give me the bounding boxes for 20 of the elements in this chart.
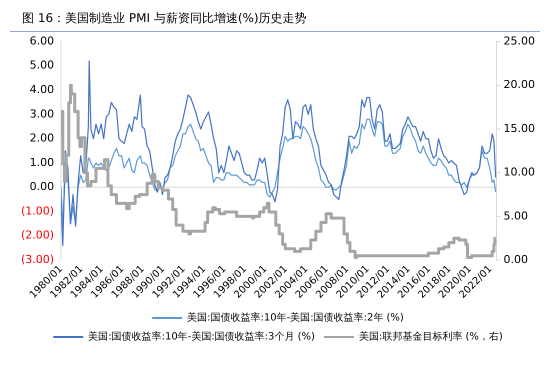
y-tick-label: 5.00 (30, 58, 54, 72)
legend-label: 美国:国债收益率:10年-美国:国债收益率:2年 (%) (187, 312, 404, 324)
y2-tick-label: 0.00 (504, 253, 528, 266)
y-tick-label: 1.00 (30, 156, 54, 169)
y-tick-label: (3.00) (20, 253, 54, 266)
y-tick-label: 0.00 (30, 180, 54, 194)
y2-tick-label: 10.00 (504, 166, 536, 179)
y-tick-label: 6.00 (30, 34, 54, 48)
legend-label: 美国:联邦基金目标利率 (%，右) (358, 330, 503, 343)
legend-label: 美国:国债收益率:10年-美国:国债收益率:3个月 (%) (88, 330, 315, 343)
y-tick-label: 4.00 (30, 83, 54, 96)
y-tick-label: (2.00) (20, 228, 54, 242)
y2-tick-label: 15.00 (504, 122, 536, 135)
y-tick-label: 3.00 (30, 107, 54, 120)
y-tick-label: 2.00 (30, 132, 54, 145)
y2-tick-label: 20.00 (504, 78, 536, 92)
chart-title: 图 16：美国制造业 PMI 与薪资同比增速(%)历史走势 (10, 0, 540, 32)
y2-tick-label: 5.00 (504, 209, 528, 222)
y-tick-label: (1.00) (20, 204, 54, 218)
y2-tick-label: 25.00 (504, 34, 536, 48)
